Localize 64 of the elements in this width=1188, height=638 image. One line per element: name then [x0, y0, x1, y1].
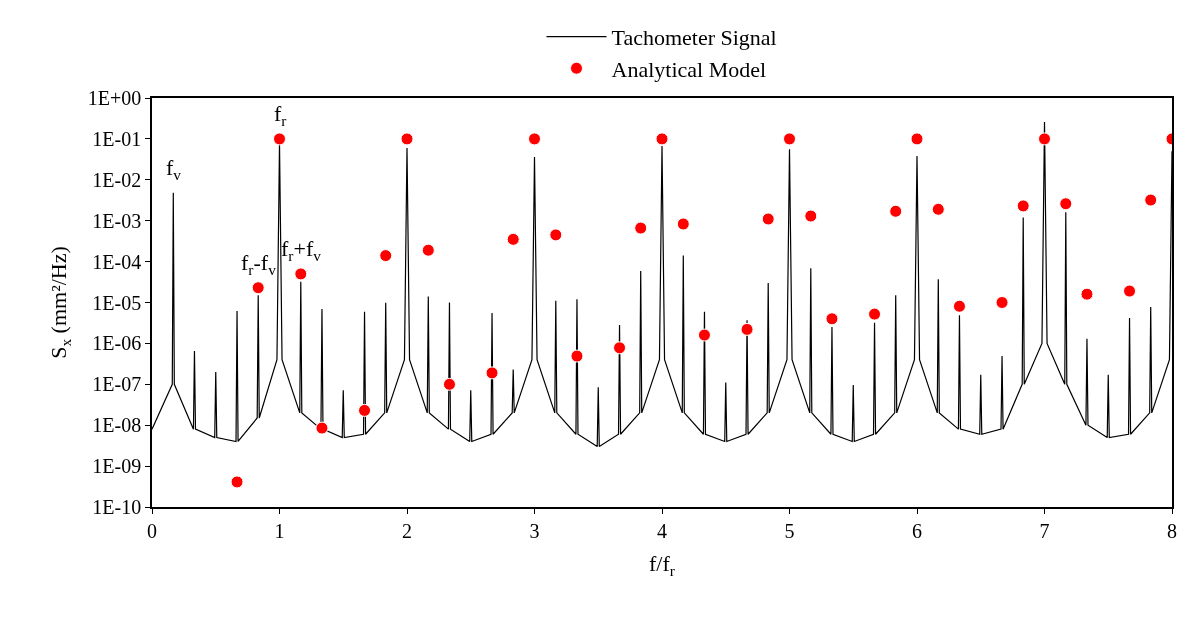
point: [952, 299, 966, 313]
point: [442, 377, 456, 391]
x-tick-label: 5: [784, 519, 795, 542]
y-tick-label: 1E+00: [87, 87, 142, 109]
point: [995, 296, 1009, 309]
point: [868, 307, 882, 321]
point: [400, 132, 414, 146]
point: [294, 267, 308, 281]
y-tick-label: 1E-10: [92, 496, 142, 518]
point: [676, 217, 690, 231]
point: [549, 228, 563, 242]
point: [1123, 284, 1137, 298]
y-tick-label: 1E-03: [92, 209, 142, 232]
point: [1016, 199, 1030, 213]
point: [804, 209, 818, 223]
point: [783, 132, 796, 146]
point: [613, 341, 627, 355]
y-tick-label: 1E-01: [92, 127, 142, 150]
x-tick-label: 4: [657, 519, 667, 542]
x-tick-label: 8: [1167, 519, 1177, 542]
point: [1144, 193, 1158, 207]
annotation: f$_{r}$+f$_{v}$: [281, 236, 322, 264]
y-tick-label: 1E-04: [92, 250, 142, 273]
point: [889, 204, 903, 218]
x-axis-title: f/f$_{r}$: [649, 551, 675, 579]
point: [421, 243, 435, 257]
y-tick-label: 1E-09: [92, 455, 142, 478]
point: [634, 221, 648, 235]
legend-label: Tachometer Signal: [611, 25, 777, 51]
point: [485, 366, 499, 380]
point: [570, 349, 584, 363]
x-tick-label: 0: [147, 519, 157, 542]
annotation: f$_{r}$-f$_{v}$: [241, 250, 277, 278]
point: [761, 212, 775, 226]
point: [1080, 287, 1094, 301]
y-tick-label: 1E-06: [92, 332, 142, 355]
x-tick-label: 3: [529, 519, 540, 542]
point: [655, 132, 669, 146]
annotation: f$_{r}$: [274, 101, 287, 129]
x-tick-label: 6: [912, 519, 922, 542]
point: [1038, 132, 1051, 146]
point: [315, 421, 329, 435]
point: [358, 403, 372, 417]
point: [273, 132, 286, 146]
y-tick-label: 1E-07: [92, 373, 142, 396]
point: [379, 249, 393, 263]
y-tick-label: 1E-08: [92, 414, 142, 437]
x-tick-label: 2: [402, 519, 412, 542]
y-tick-label: 1E-02: [92, 168, 142, 191]
point: [506, 232, 520, 246]
point: [251, 281, 265, 295]
x-tick-label: 7: [1039, 519, 1050, 542]
point: [528, 132, 541, 146]
point: [740, 322, 754, 336]
point: [1059, 197, 1073, 211]
point: [910, 132, 924, 146]
annotation: f$_{v}$: [166, 155, 182, 183]
x-tick-label: 1: [274, 519, 285, 542]
point: [825, 312, 839, 326]
point: [931, 202, 945, 216]
point: [697, 328, 711, 342]
legend-label: Analytical Model: [611, 56, 767, 82]
point: [230, 475, 244, 489]
y-tick-label: 1E-05: [92, 291, 142, 314]
